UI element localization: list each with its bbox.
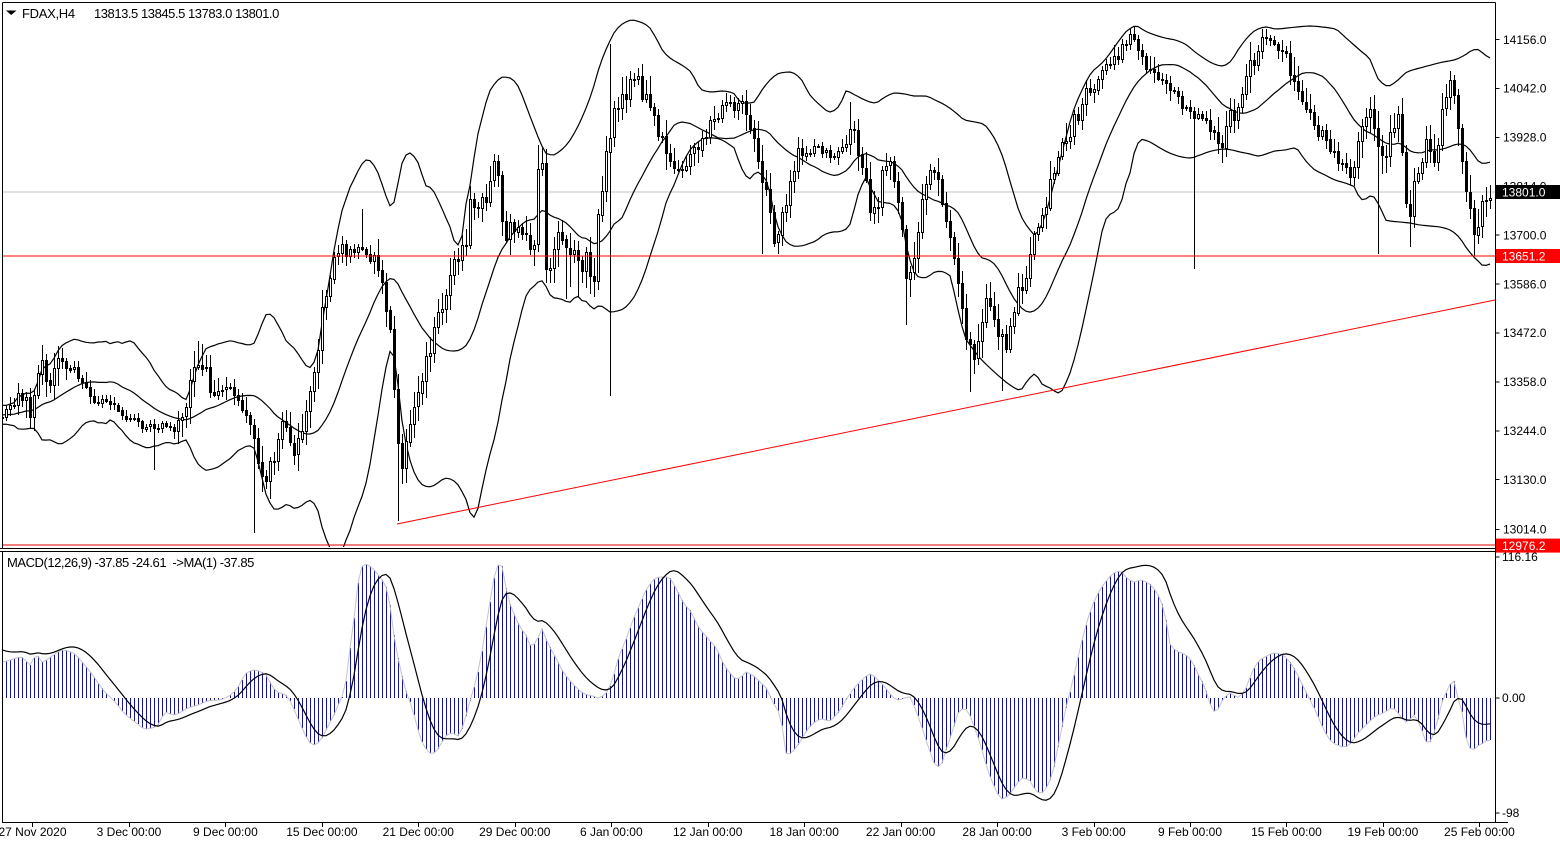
svg-text:12976.2: 12976.2 <box>1502 539 1546 553</box>
svg-text:25 Feb 00:00: 25 Feb 00:00 <box>1444 825 1515 839</box>
svg-text:MACD(12,26,9) -37.85 -24.61 -: MACD(12,26,9) -37.85 -24.61 ->MA(1) -37.… <box>7 555 254 570</box>
svg-text:9 Dec 00:00: 9 Dec 00:00 <box>193 825 258 839</box>
svg-text:13244.0: 13244.0 <box>1503 424 1547 438</box>
svg-text:116.16: 116.16 <box>1502 550 1538 564</box>
svg-text:14042.0: 14042.0 <box>1503 82 1547 96</box>
svg-text:13586.0: 13586.0 <box>1503 277 1547 291</box>
svg-text:12 Jan 00:00: 12 Jan 00:00 <box>673 825 743 839</box>
svg-text:27 Nov 2020: 27 Nov 2020 <box>0 825 67 839</box>
svg-text:13801.0: 13801.0 <box>1502 185 1546 199</box>
svg-text:13928.0: 13928.0 <box>1503 131 1547 145</box>
svg-text:15 Feb 00:00: 15 Feb 00:00 <box>1251 825 1322 839</box>
svg-text:13651.2: 13651.2 <box>1502 249 1546 263</box>
svg-text:3 Dec 00:00: 3 Dec 00:00 <box>97 825 162 839</box>
svg-text:9 Feb 00:00: 9 Feb 00:00 <box>1158 825 1222 839</box>
svg-text:21 Dec 00:00: 21 Dec 00:00 <box>383 825 455 839</box>
svg-text:13130.0: 13130.0 <box>1503 473 1547 487</box>
svg-text:18 Jan 00:00: 18 Jan 00:00 <box>769 825 839 839</box>
svg-text:15 Dec 00:00: 15 Dec 00:00 <box>286 825 358 839</box>
svg-text:13358.0: 13358.0 <box>1503 375 1547 389</box>
svg-text:28 Jan 00:00: 28 Jan 00:00 <box>962 825 1032 839</box>
svg-text:13700.0: 13700.0 <box>1503 228 1547 242</box>
svg-text:14156.0: 14156.0 <box>1503 33 1547 47</box>
svg-text:19 Feb 00:00: 19 Feb 00:00 <box>1348 825 1419 839</box>
svg-text:13813.5 13845.5 13783.0 13801.: 13813.5 13845.5 13783.0 13801.0 <box>94 6 279 21</box>
svg-text:-98: -98 <box>1502 806 1520 820</box>
svg-text:22 Jan 00:00: 22 Jan 00:00 <box>866 825 936 839</box>
svg-text:13472.0: 13472.0 <box>1503 326 1547 340</box>
svg-text:FDAX,H4: FDAX,H4 <box>22 6 75 21</box>
svg-text:0.00: 0.00 <box>1502 691 1526 705</box>
svg-text:6 Jan 00:00: 6 Jan 00:00 <box>580 825 643 839</box>
svg-text:3 Feb 00:00: 3 Feb 00:00 <box>1062 825 1126 839</box>
svg-text:13014.0: 13014.0 <box>1503 523 1547 537</box>
svg-text:29 Dec 00:00: 29 Dec 00:00 <box>479 825 551 839</box>
